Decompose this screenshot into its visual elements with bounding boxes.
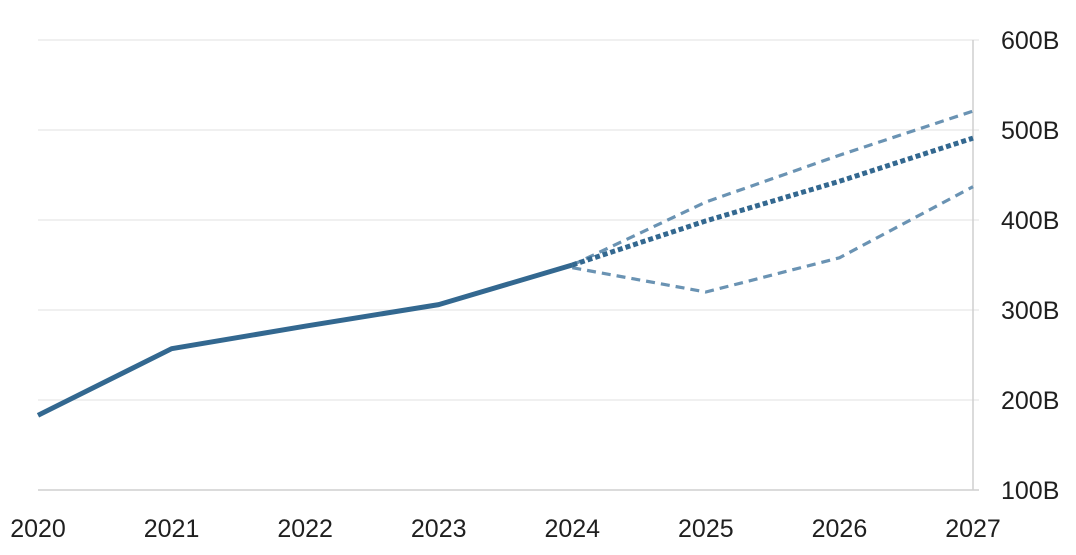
y-tick-label-500B: 500B [1001, 117, 1059, 145]
series-line-upper-bound [571, 109, 974, 267]
x-tick-label-2021: 2021 [144, 515, 200, 543]
y-tick-label-100B: 100B [1001, 477, 1059, 505]
y-tick-label-400B: 400B [1001, 207, 1059, 235]
x-tick-label-2027: 2027 [945, 515, 1001, 543]
y-tick-label-200B: 200B [1001, 387, 1059, 415]
y-tick-labels: 100B 200B 300B 400B 500B 600B [1001, 27, 1059, 505]
series-line-forecast [571, 135, 974, 268]
series-line-lower-bound [572, 185, 974, 294]
x-tick-label-2026: 2026 [812, 515, 868, 543]
series-line-actual [36, 262, 574, 418]
x-tick-label-2020: 2020 [10, 515, 66, 543]
series-lines [36, 109, 974, 418]
x-tick-label-2024: 2024 [544, 515, 600, 543]
x-tick-label-2025: 2025 [678, 515, 734, 543]
gridlines [38, 39, 979, 491]
y-tick-label-300B: 300B [1001, 297, 1059, 325]
x-tick-label-2022: 2022 [277, 515, 333, 543]
x-tick-labels: 2020 2021 2022 2023 2024 2025 2026 2027 [10, 515, 1001, 543]
y-tick-label-600B: 600B [1001, 27, 1059, 55]
x-tick-label-2023: 2023 [411, 515, 467, 543]
